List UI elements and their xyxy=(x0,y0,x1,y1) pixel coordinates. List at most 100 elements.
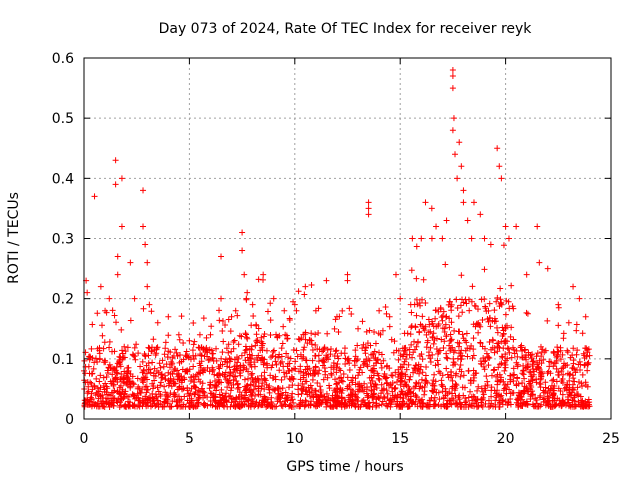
roti-point xyxy=(270,347,277,354)
roti-point xyxy=(415,338,422,345)
roti-point xyxy=(234,312,241,319)
roti-point xyxy=(408,309,415,316)
roti-point xyxy=(479,316,486,323)
roti-point xyxy=(143,389,150,396)
roti-point xyxy=(89,355,96,362)
roti-point xyxy=(109,371,116,378)
roti-point xyxy=(339,378,346,385)
roti-point xyxy=(564,393,571,400)
roti-point xyxy=(284,335,291,342)
roti-point xyxy=(203,344,210,351)
roti-point xyxy=(88,345,95,352)
roti-point xyxy=(172,346,179,353)
roti-point xyxy=(184,384,191,391)
roti-point xyxy=(146,301,153,308)
roti-point xyxy=(109,307,116,314)
roti-point xyxy=(407,301,414,308)
roti-point xyxy=(281,373,288,380)
roti-point xyxy=(123,372,130,379)
roti-point xyxy=(395,366,402,373)
roti-point xyxy=(475,383,482,390)
roti-point xyxy=(370,367,377,374)
roti-point xyxy=(241,376,248,383)
roti-point xyxy=(178,403,185,410)
roti-point xyxy=(209,350,216,357)
roti-point xyxy=(549,377,556,384)
roti-point xyxy=(233,354,240,361)
roti-point xyxy=(434,357,441,364)
roti-point xyxy=(559,365,566,372)
roti-point xyxy=(195,395,202,402)
roti-point xyxy=(447,346,454,353)
roti-point xyxy=(309,357,316,364)
roti-point xyxy=(432,362,439,369)
roti-point xyxy=(154,319,161,326)
roti-point xyxy=(580,350,587,357)
roti-point xyxy=(332,376,339,383)
roti-point xyxy=(570,357,577,364)
roti-point xyxy=(214,372,221,379)
roti-point xyxy=(582,313,589,320)
roti-point xyxy=(152,403,159,410)
roti-point xyxy=(95,395,102,402)
roti-point xyxy=(585,346,592,353)
roti-point xyxy=(448,319,455,326)
roti-point xyxy=(198,352,205,359)
roti-point xyxy=(252,383,259,390)
roti-point xyxy=(572,369,579,376)
roti-point xyxy=(189,347,196,354)
roti-point xyxy=(519,370,526,377)
roti-point xyxy=(232,372,239,379)
roti-point xyxy=(487,402,494,409)
roti-point xyxy=(144,283,151,290)
roti-point xyxy=(216,307,223,314)
roti-point xyxy=(199,380,206,387)
roti-point xyxy=(433,323,440,330)
roti-point xyxy=(560,399,567,406)
roti-point xyxy=(114,399,121,406)
roti-point xyxy=(190,363,197,370)
roti-point xyxy=(121,343,128,350)
roti-point xyxy=(289,390,296,397)
roti-point xyxy=(255,352,262,359)
x-tick-label: 15 xyxy=(391,431,409,447)
roti-point xyxy=(295,368,302,375)
roti-point xyxy=(536,380,543,387)
roti-point xyxy=(529,358,536,365)
roti-point xyxy=(514,375,521,382)
roti-point xyxy=(94,359,101,366)
roti-point xyxy=(455,328,462,335)
roti-point xyxy=(223,345,230,352)
roti-point xyxy=(384,379,391,386)
roti-point xyxy=(104,367,111,374)
roti-point xyxy=(387,396,394,403)
roti-point xyxy=(439,388,446,395)
roti-point xyxy=(268,354,275,361)
roti-point xyxy=(204,353,211,360)
roti-point xyxy=(371,348,378,355)
roti-point xyxy=(110,381,117,388)
roti-point xyxy=(413,243,420,250)
roti-point xyxy=(460,372,467,379)
roti-point xyxy=(300,346,307,353)
roti-point xyxy=(526,368,533,375)
roti-point xyxy=(463,300,470,307)
roti-point xyxy=(479,343,486,350)
roti-point xyxy=(403,366,410,373)
roti-point xyxy=(408,323,415,330)
roti-point xyxy=(203,334,210,341)
roti-point xyxy=(455,394,462,401)
roti-point xyxy=(429,387,436,394)
roti-point xyxy=(457,361,464,368)
roti-point xyxy=(501,385,508,392)
roti-point xyxy=(121,354,128,361)
roti-point xyxy=(308,398,315,405)
roti-point xyxy=(539,346,546,353)
roti-point xyxy=(427,359,434,366)
roti-point xyxy=(419,296,426,303)
roti-point xyxy=(504,399,511,406)
roti-point xyxy=(446,324,453,331)
roti-point xyxy=(279,403,286,410)
roti-point xyxy=(521,347,528,354)
roti-point xyxy=(559,379,566,386)
